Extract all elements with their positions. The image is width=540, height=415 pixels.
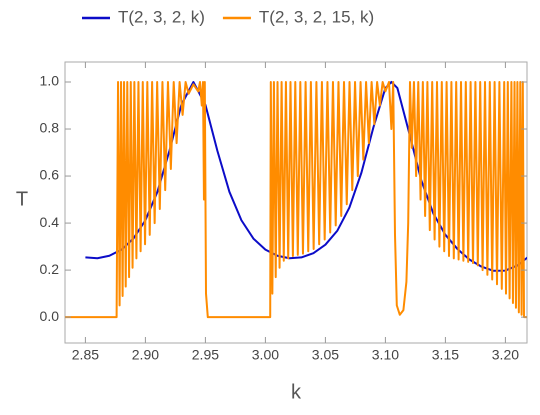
x-tick-label: 3.20 (492, 347, 519, 363)
legend-label: T(2, 3, 2, k) (118, 7, 205, 26)
y-axis-label: T (16, 188, 28, 210)
x-axis-label: k (291, 381, 302, 403)
y-tick-label: 0.6 (40, 167, 60, 183)
y-tick-label: 0.0 (40, 308, 60, 324)
series-line (65, 80, 527, 319)
x-tick-label: 2.85 (72, 347, 99, 363)
plot-frame (64, 61, 528, 344)
y-tick-label: 0.8 (40, 120, 60, 136)
plot-area (65, 80, 527, 319)
y-tick-label: 0.2 (40, 261, 60, 277)
x-tick-label: 3.00 (252, 347, 279, 363)
x-tick-label: 2.95 (192, 347, 219, 363)
x-tick-label: 3.15 (432, 347, 459, 363)
x-tick-label: 3.10 (372, 347, 399, 363)
y-tick-label: 1.0 (40, 73, 60, 89)
x-tick-label: 2.90 (132, 347, 159, 363)
y-tick-label: 0.4 (40, 214, 60, 230)
x-tick-label: 3.05 (312, 347, 339, 363)
legend-label: T(2, 3, 2, 15, k) (259, 7, 374, 26)
